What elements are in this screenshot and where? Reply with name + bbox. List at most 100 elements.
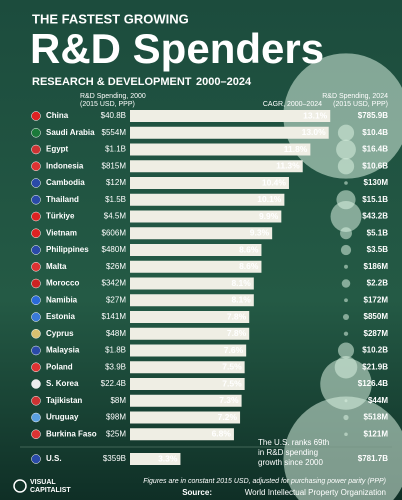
bar	[130, 227, 273, 240]
spending-2024-label: $10.2B	[362, 346, 388, 355]
spending-2024-bubble	[344, 264, 348, 269]
spending-2000-label: $1.8B	[105, 346, 126, 355]
footnote: Figures are in constant 2015 USD, adjust…	[143, 478, 386, 485]
spending-2024-label: $16.4B	[362, 145, 388, 154]
spending-2024-bubble	[344, 298, 348, 303]
country-label: Saudi Arabia	[46, 128, 95, 137]
bar	[130, 177, 289, 189]
flag	[31, 278, 41, 289]
country-label: China	[46, 111, 69, 120]
spending-2000-label: $815M	[102, 161, 127, 170]
spending-2000-label: $48M	[106, 329, 126, 338]
cagr-label: 6.8%	[212, 429, 232, 439]
cagr-label: 7.8%	[227, 311, 247, 321]
spending-2024-label: $126.4B	[358, 379, 388, 388]
country-label: Namibia	[46, 295, 78, 304]
flag	[31, 228, 41, 238]
cagr-label: 9.3%	[250, 228, 270, 238]
country-label: Türkiye	[46, 212, 75, 221]
cagr-label: 8.1%	[231, 278, 251, 288]
spending-2024-label: $21.9B	[362, 362, 388, 371]
flag	[31, 195, 41, 205]
spending-2000-label: $25M	[106, 429, 126, 438]
spending-2000-label: $3.9B	[105, 362, 126, 371]
annotation: in R&D spending	[258, 448, 318, 457]
flag	[31, 379, 41, 389]
flag	[31, 312, 41, 322]
subtitle: RESEARCH & DEVELOPMENT	[32, 76, 192, 88]
flag	[31, 362, 41, 372]
spending-2000-label: $27M	[106, 295, 126, 304]
country-label: Poland	[46, 362, 73, 371]
col-header-cagr: CAGR, 2000–2024	[263, 101, 322, 108]
cagr-label: 7.5%	[222, 362, 242, 372]
bar	[130, 160, 303, 173]
country-label: Tajikistan	[46, 396, 82, 405]
spending-2024-label: $15.1B	[362, 195, 388, 204]
cagr-label: 7.5%	[222, 378, 242, 388]
spending-2000-label: $12M	[106, 178, 126, 187]
spending-2024-bubble	[342, 313, 350, 321]
col-header-2024: (2015 USD, PPP)	[333, 101, 388, 108]
flag	[31, 412, 41, 423]
spending-2000-label: $1.5B	[105, 195, 126, 204]
spending-2024-bubble	[337, 342, 355, 359]
cagr-label: 3.3%	[158, 453, 178, 463]
spending-2000-label: $342M	[102, 279, 127, 288]
spending-2024-label: $10.6B	[362, 161, 388, 170]
spending-2000-label: $4.5M	[104, 212, 127, 221]
source-label: Source:	[182, 488, 212, 497]
bar	[130, 277, 254, 290]
cagr-label: 13.1%	[303, 110, 328, 120]
spending-2000-label: $98M	[106, 413, 126, 422]
annotation: growth since 2000	[258, 458, 323, 467]
spending-2024-label: $785.9B	[358, 111, 388, 120]
flag	[31, 128, 41, 138]
flag	[31, 111, 41, 121]
country-label: U.S.	[46, 454, 62, 463]
brand: CAPITALIST	[30, 487, 71, 494]
bar	[130, 327, 250, 340]
spending-2024-label: $850M	[364, 312, 389, 321]
spending-2000-label: $554M	[102, 128, 127, 137]
cagr-label: 11.8%	[284, 144, 308, 154]
country-label: Cambodia	[46, 178, 85, 187]
flag	[31, 396, 41, 406]
spending-2024-label: $44M	[368, 396, 388, 405]
brand: VISUAL	[30, 479, 56, 486]
country-label: Estonia	[46, 312, 75, 321]
country-label: Egypt	[46, 145, 69, 154]
bar	[130, 311, 250, 323]
cagr-label: 7.6%	[224, 345, 244, 355]
spending-2024-label: $2.2B	[367, 279, 389, 288]
bar	[130, 411, 241, 424]
country-label: Uruguay	[46, 413, 79, 422]
spending-2000-label: $480M	[102, 245, 127, 254]
flag	[31, 144, 41, 155]
title: R&D Spenders	[30, 25, 324, 72]
spending-2000-label: $26M	[106, 262, 126, 271]
bar	[130, 193, 285, 206]
col-header-2000: R&D Spending, 2000	[80, 93, 146, 100]
spending-2024-label: $130M	[364, 178, 389, 187]
cagr-label: 13.0%	[302, 127, 327, 137]
spending-2024-bubble	[343, 331, 349, 336]
bar	[130, 210, 282, 223]
bar	[130, 126, 329, 139]
bar	[130, 260, 262, 273]
cagr-label: 7.3%	[219, 395, 239, 405]
bar	[130, 428, 234, 441]
annotation: The U.S. ranks 69th	[258, 438, 329, 447]
cagr-label: 7.8%	[227, 328, 247, 338]
spending-2024-label: $172M	[364, 295, 389, 304]
bar	[130, 361, 245, 374]
spending-2024-label: $43.2B	[362, 212, 388, 221]
bar	[130, 244, 262, 256]
bar	[130, 453, 181, 465]
spending-2024-label: $186M	[364, 262, 389, 271]
cagr-label: 11.3%	[276, 161, 300, 171]
spending-2024-bubble	[344, 181, 348, 185]
flag	[31, 178, 41, 188]
country-label: Indonesia	[46, 161, 84, 170]
